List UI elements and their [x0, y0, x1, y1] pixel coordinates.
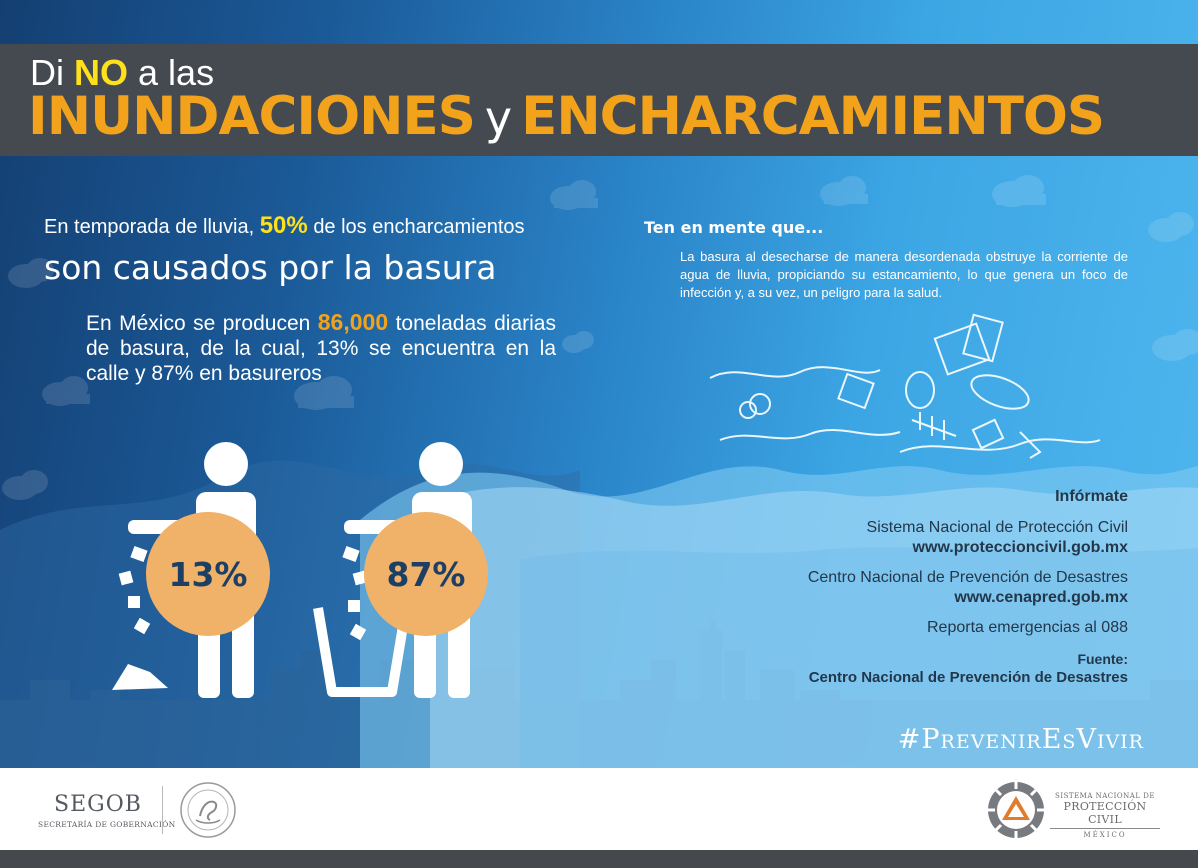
source-name: Centro Nacional de Prevención de Desastr… [808, 669, 1128, 686]
trash-bin-icon [313, 607, 411, 697]
footer-logos: SEGOB SECRETARÍA DE GOBERNACIÓN SISTEMA … [0, 768, 1198, 850]
source-label: Fuente: [1077, 651, 1128, 667]
emergency-number: Reporta emergencias al 088 [926, 619, 1128, 636]
link-cenapred[interactable]: www.cenapred.gob.mx [954, 589, 1128, 606]
org-sinaproc: Sistema Nacional de Protección Civil [866, 519, 1128, 536]
info-heading: Infórmate [1055, 488, 1128, 505]
falling-paper-icons [112, 545, 368, 690]
lead-post: de los encharcamientos [313, 216, 525, 238]
cloud-icons [2, 175, 1198, 500]
title-line-2: INUNDACIONES y ENCHARCAMIENTOS [28, 86, 1105, 147]
title-banner: Di NO a las INUNDACIONES y ENCHARCAMIENTOS [0, 44, 1198, 156]
divider [162, 786, 163, 834]
hashtag: #PrevenirEsVivir [897, 724, 1144, 755]
title-di: Di [30, 52, 64, 93]
title-line-1: Di NO a las [30, 52, 214, 94]
title-a-las: a las [138, 52, 215, 93]
fact-pre: En México se producen [86, 312, 311, 335]
fact-tonnage: 86,000 [317, 309, 389, 335]
lead-pre: En temporada de lluvia, [44, 216, 255, 238]
national-seal-icon [180, 782, 236, 838]
proteccion-civil-wordmark: SISTEMA NACIONAL DE PROTECCIÓN CIVIL MÉX… [1050, 792, 1160, 839]
footer-bar [0, 850, 1198, 868]
infographic-poster: Di NO a las INUNDACIONES y ENCHARCAMIENTOS… [0, 0, 1198, 768]
info-block: Infórmate Sistema Nacional de Protección… [708, 488, 1128, 687]
tip-body: La basura al desecharse de manera desord… [680, 249, 1128, 300]
lead-percent: 50% [259, 212, 308, 239]
title-encharcamientos: ENCHARCAMIENTOS [521, 86, 1105, 147]
floating-trash-illustration [709, 313, 1101, 459]
pc-line-2: PROTECCIÓN CIVIL [1050, 800, 1160, 829]
pc-line-3: MÉXICO [1083, 831, 1127, 839]
proteccion-civil-logo-icon [988, 782, 1044, 838]
headline: son causados por la basura [44, 248, 497, 287]
segob-logo: SEGOB [54, 792, 142, 817]
title-inundaciones: INUNDACIONES [28, 86, 476, 147]
org-cenapred: Centro Nacional de Prevención de Desastr… [807, 569, 1128, 586]
tip-title: Ten en mente que... [644, 218, 824, 237]
link-proteccioncivil[interactable]: www.proteccioncivil.gob.mx [912, 539, 1128, 556]
lead-statement: En temporada de lluvia, 50% de los encha… [44, 212, 525, 240]
bins-percent: 87% [386, 554, 466, 594]
waste-fact: En México se producen 86,000 toneladas d… [86, 310, 556, 386]
title-no: NO [74, 52, 129, 93]
street-percent: 13% [168, 554, 248, 594]
title-y: y [484, 91, 512, 145]
segob-subtitle: SECRETARÍA DE GOBERNACIÓN [38, 820, 176, 829]
fact-post: toneladas diarias de basura, de la cual,… [86, 312, 556, 385]
street-percent-circle: 13% [146, 512, 270, 636]
pc-line-1: SISTEMA NACIONAL DE [1055, 792, 1155, 800]
bins-percent-circle: 87% [364, 512, 488, 636]
